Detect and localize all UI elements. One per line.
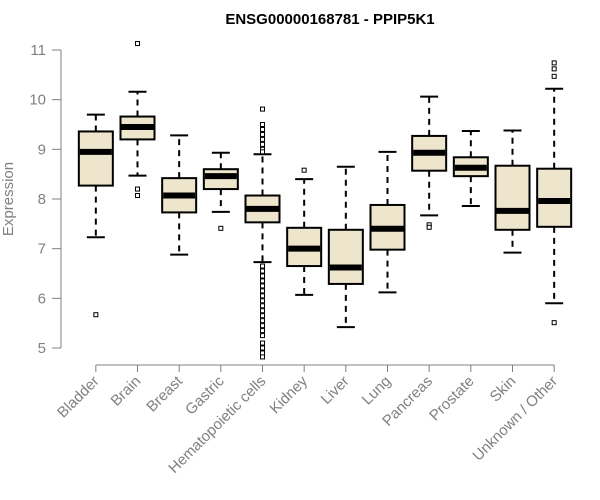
outlier-point xyxy=(301,167,307,173)
outlier-point xyxy=(260,303,265,309)
outlier-point xyxy=(260,149,265,155)
outlier-point xyxy=(260,136,265,142)
outlier-point xyxy=(260,333,265,339)
x-tick-label: Skin xyxy=(487,373,520,406)
box-lung xyxy=(369,150,406,294)
x-tick-label: Brain xyxy=(108,373,145,410)
x-tick-label: Breast xyxy=(143,372,186,415)
outlier-point xyxy=(260,298,265,304)
outlier-point xyxy=(260,263,265,269)
y-tick-label: 7 xyxy=(38,241,46,258)
x-tick-label: Prostate xyxy=(426,373,478,425)
outlier-point xyxy=(260,340,265,346)
outlier-point xyxy=(135,193,140,199)
y-axis-title: Expression xyxy=(0,162,17,236)
outlier-point xyxy=(260,131,265,137)
x-tick-label: Liver xyxy=(318,373,353,408)
outlier-point xyxy=(260,350,265,356)
iqr-box xyxy=(536,167,573,228)
outlier-point xyxy=(551,60,557,66)
y-tick-label: 10 xyxy=(29,92,46,109)
outlier-point xyxy=(260,293,265,299)
outlier-point xyxy=(260,323,265,329)
box-skin xyxy=(494,129,531,254)
x-tick-label: Kidney xyxy=(267,372,312,417)
outlier-point xyxy=(260,141,265,147)
outlier-point xyxy=(260,313,265,319)
outlier-point xyxy=(260,328,265,334)
outlier-point xyxy=(551,66,557,72)
outlier-point xyxy=(260,308,265,314)
y-tick-label: 9 xyxy=(38,141,46,158)
box-prostate xyxy=(452,129,489,207)
outlier-point xyxy=(551,320,557,326)
box-series xyxy=(77,41,573,360)
box-gastric xyxy=(202,151,239,231)
box-pancreas xyxy=(411,95,448,230)
outlier-point xyxy=(551,73,557,79)
x-tick-label: Lung xyxy=(359,373,395,409)
outlier-point xyxy=(135,41,140,47)
y-axis: 5 6 7 8 9 10 11 xyxy=(29,42,62,357)
iqr-box xyxy=(494,164,531,231)
outlier-point xyxy=(426,224,432,230)
box-hematopoietic-cells xyxy=(244,106,281,360)
y-tick-label: 5 xyxy=(38,340,46,357)
outlier-point xyxy=(260,122,265,127)
y-tick-label: 11 xyxy=(30,42,46,59)
outlier-point xyxy=(260,278,265,284)
outlier-point xyxy=(260,106,265,112)
outlier-point xyxy=(135,186,140,192)
box-unknown-other xyxy=(536,60,573,326)
iqr-box xyxy=(77,130,114,187)
outlier-point xyxy=(260,318,265,324)
x-tick-label: Bladder xyxy=(54,373,103,422)
outlier-point xyxy=(218,225,224,231)
chart-title: ENSG00000168781 - PPIP5K1 xyxy=(225,11,434,28)
box-brain xyxy=(119,41,156,199)
outlier-point xyxy=(260,288,265,294)
outlier-point xyxy=(260,268,265,274)
box-breast xyxy=(161,134,198,256)
outlier-point xyxy=(93,312,99,318)
box-bladder xyxy=(77,113,114,318)
outlier-point xyxy=(260,283,265,289)
outlier-point xyxy=(260,273,265,279)
box-kidney xyxy=(286,167,323,296)
y-tick-label: 8 xyxy=(38,191,46,208)
iqr-box xyxy=(327,228,364,285)
box-liver xyxy=(327,165,364,329)
y-tick-label: 6 xyxy=(38,290,46,307)
outlier-point xyxy=(260,126,265,132)
outlier-point xyxy=(260,345,265,351)
outlier-point xyxy=(260,354,265,360)
